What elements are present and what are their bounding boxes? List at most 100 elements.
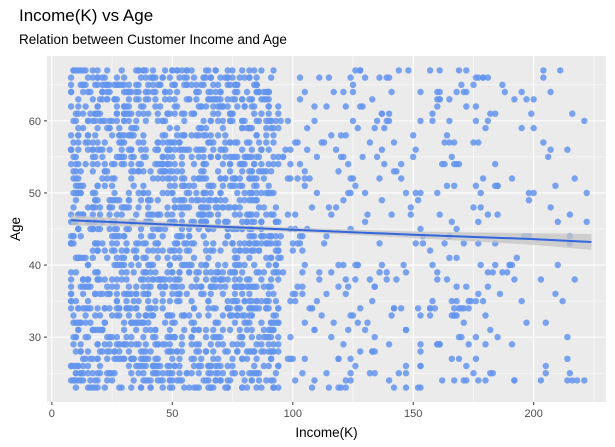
data-point [135,362,142,370]
data-point [193,283,200,290]
data-point [412,146,419,153]
data-point [205,88,212,96]
data-point [229,240,236,247]
data-point [253,240,260,247]
data-point [104,175,111,182]
data-point [434,341,441,348]
data-point [178,110,186,117]
data-point [217,146,224,153]
data-point [475,290,482,298]
data-point [219,103,227,110]
data-point [451,305,458,312]
data-point [113,110,121,117]
data-point [210,333,217,341]
data-point [128,333,135,341]
data-point [210,139,217,146]
data-point [79,290,87,298]
data-point [159,233,166,240]
data-point [407,211,414,218]
data-point [487,326,494,334]
data-point [470,139,477,146]
data-point [239,117,246,125]
data-point [72,370,80,377]
data-point [142,146,149,153]
data-point [236,326,243,334]
data-point [145,197,152,204]
data-point [352,276,359,283]
data-point [214,132,222,139]
data-point [205,384,212,391]
data-point [140,168,147,175]
data-point [149,233,157,240]
data-point [147,305,154,312]
data-point [108,132,116,139]
data-point [253,305,260,312]
data-point [554,261,561,269]
data-point [113,103,121,110]
data-point [193,348,200,355]
data-point [101,305,109,312]
data-point [470,81,477,89]
data-point [149,88,157,96]
data-point [475,139,482,146]
data-point [75,175,82,182]
data-point [279,269,287,276]
data-point [193,81,200,89]
data-point [96,204,104,211]
data-point [272,117,280,125]
data-point [463,88,470,96]
data-point [89,370,97,377]
data-point [267,355,275,362]
data-point [217,197,224,204]
data-point [373,153,381,161]
data-point [133,211,140,218]
data-point [137,74,145,81]
data-point [222,153,229,161]
data-point [306,175,313,182]
data-point [113,225,121,233]
data-point [176,370,183,377]
data-point [263,132,270,139]
data-point [188,132,195,139]
data-point [89,326,97,334]
data-point [292,377,299,384]
data-point [219,124,227,132]
data-point [128,175,135,182]
data-point [330,319,337,326]
data-point [99,153,106,161]
data-point [231,81,239,89]
data-point [313,189,321,197]
data-point [161,225,169,233]
data-point [130,297,137,305]
data-point [157,103,164,110]
data-point [402,269,410,276]
data-point [376,74,383,81]
data-point [236,74,243,81]
data-point [84,333,92,341]
data-point [330,88,337,96]
data-point [154,117,161,125]
data-point [147,211,154,218]
data-point [67,240,75,247]
data-point [426,305,434,312]
data-point [243,384,251,391]
data-point [275,305,282,312]
data-point [104,168,111,175]
data-point [79,124,87,132]
data-point [255,117,263,125]
data-point [311,326,318,334]
data-point [239,384,246,391]
data-point [118,146,125,153]
confidence-band [71,215,592,250]
data-point [145,96,152,103]
data-point [436,96,443,103]
data-point [195,132,202,139]
data-point [241,319,248,326]
data-point [94,276,101,283]
data-point [463,362,470,370]
data-point [402,362,410,370]
data-point [354,261,361,269]
data-point [335,261,342,269]
data-point [258,168,265,175]
data-point [325,384,333,391]
